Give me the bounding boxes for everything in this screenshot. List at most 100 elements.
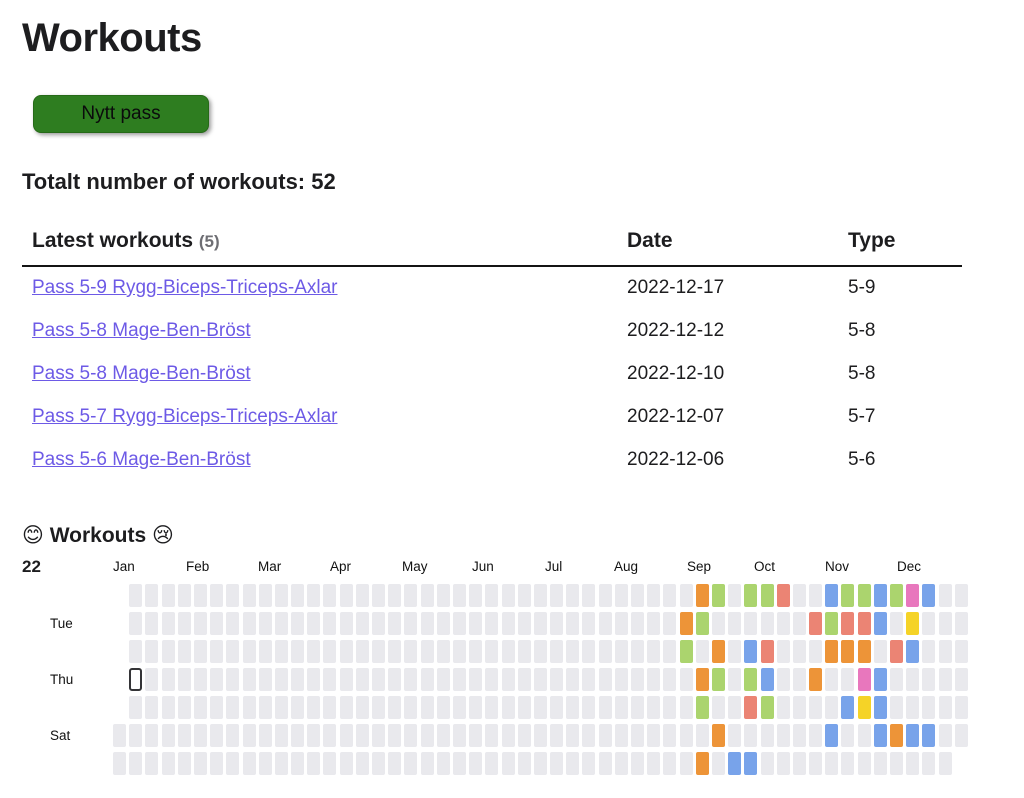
heatmap-cell-empty bbox=[372, 584, 385, 607]
heatmap-cell-empty bbox=[533, 584, 547, 607]
workout-link[interactable]: Pass 5-9 Rygg-Biceps-Triceps-Axlar bbox=[32, 277, 338, 298]
heatmap-cell-workout[interactable] bbox=[679, 612, 693, 635]
heatmap-cell-workout[interactable] bbox=[809, 668, 823, 691]
heatmap-cell-empty bbox=[938, 584, 952, 607]
heatmap-cell-workout[interactable] bbox=[711, 668, 725, 691]
heatmap-cell-workout[interactable] bbox=[711, 640, 725, 663]
heatmap-cell-empty bbox=[647, 724, 661, 747]
heatmap-cell-workout[interactable] bbox=[857, 612, 871, 635]
heatmap-cell-workout[interactable] bbox=[760, 696, 774, 719]
heatmap-cell-workout[interactable] bbox=[857, 696, 871, 719]
heatmap-cell-workout[interactable] bbox=[825, 612, 839, 635]
heatmap-cell-empty bbox=[679, 668, 693, 691]
heatmap-cell-workout[interactable] bbox=[922, 724, 936, 747]
heatmap-cell-empty bbox=[469, 724, 483, 747]
heatmap-cell-workout[interactable] bbox=[857, 640, 871, 663]
heatmap-cell-empty bbox=[193, 724, 207, 747]
heatmap-cell-workout[interactable] bbox=[873, 724, 887, 747]
heatmap-cell-empty bbox=[339, 752, 353, 775]
heatmap-cell-empty bbox=[679, 696, 693, 719]
heatmap-cell-empty bbox=[469, 752, 483, 775]
heatmap-cell-workout[interactable] bbox=[744, 640, 758, 663]
heatmap-cell-workout[interactable] bbox=[760, 668, 774, 691]
heatmap-cell-workout[interactable] bbox=[744, 752, 758, 775]
heatmap-cell-empty bbox=[679, 752, 693, 775]
heatmap-cell-workout[interactable] bbox=[744, 584, 758, 607]
heatmap-cell-empty bbox=[792, 640, 806, 663]
heatmap-cell-empty bbox=[857, 724, 871, 747]
heatmap-cell-empty bbox=[177, 724, 191, 747]
heatmap-cell-workout[interactable] bbox=[906, 640, 920, 663]
heatmap-cell-workout[interactable] bbox=[695, 752, 709, 775]
heatmap-cell-workout[interactable] bbox=[728, 752, 742, 775]
heatmap-cell-empty bbox=[129, 696, 143, 719]
heatmap-cell-empty bbox=[404, 668, 418, 691]
heatmap-cell-empty bbox=[614, 612, 628, 635]
heatmap-cell-workout[interactable] bbox=[760, 640, 774, 663]
heatmap-cell-empty bbox=[517, 584, 531, 607]
heatmap-cell-empty bbox=[307, 612, 321, 635]
heatmap-cell-workout[interactable] bbox=[841, 584, 855, 607]
heatmap-cell-workout[interactable] bbox=[890, 640, 903, 663]
heatmap-cell-workout[interactable] bbox=[906, 724, 920, 747]
new-workout-button[interactable]: Nytt pass bbox=[33, 95, 209, 133]
heatmap-cell-workout[interactable] bbox=[825, 724, 839, 747]
workout-link[interactable]: Pass 5-8 Mage-Ben-Bröst bbox=[32, 362, 251, 384]
heatmap-cell-workout[interactable] bbox=[825, 584, 839, 607]
heatmap-cell-workout[interactable] bbox=[890, 724, 903, 747]
heatmap-cell-workout[interactable] bbox=[873, 584, 887, 607]
heatmap-cell-workout[interactable] bbox=[873, 612, 887, 635]
heatmap-cell-empty bbox=[129, 612, 143, 635]
heatmap-cell-empty bbox=[355, 640, 369, 663]
heatmap-cell-empty bbox=[890, 752, 903, 775]
heatmap-cell-outlined[interactable] bbox=[129, 668, 143, 691]
heatmap-cell-empty bbox=[452, 584, 466, 607]
heatmap-cell-workout[interactable] bbox=[922, 584, 936, 607]
heatmap-month-label: Sep bbox=[687, 559, 712, 574]
workout-date: 2022-12-10 bbox=[627, 362, 725, 384]
heatmap-cell-workout[interactable] bbox=[679, 640, 693, 663]
heatmap-cell-workout[interactable] bbox=[857, 668, 871, 691]
heatmap-cell-workout[interactable] bbox=[906, 584, 920, 607]
heatmap-cell-workout[interactable] bbox=[841, 696, 855, 719]
heatmap-cell-empty bbox=[711, 612, 725, 635]
heatmap-cell-workout[interactable] bbox=[825, 640, 839, 663]
heatmap-cell-workout[interactable] bbox=[873, 696, 887, 719]
heatmap-cell-empty bbox=[792, 752, 806, 775]
heatmap-cell-workout[interactable] bbox=[857, 584, 871, 607]
heatmap-cell-workout[interactable] bbox=[776, 584, 790, 607]
heatmap-cell-workout[interactable] bbox=[809, 612, 823, 635]
heatmap-cell-empty bbox=[372, 696, 385, 719]
heatmap-cell-empty bbox=[938, 612, 952, 635]
heatmap-cell-empty bbox=[161, 612, 175, 635]
heatmap-cell-workout[interactable] bbox=[744, 696, 758, 719]
heatmap-cell-empty bbox=[307, 584, 321, 607]
heatmap-cell-empty bbox=[291, 640, 305, 663]
heatmap-cell-empty bbox=[582, 724, 596, 747]
workout-link[interactable]: Pass 5-8 Mage-Ben-Bröst bbox=[32, 319, 251, 341]
heatmap-cell-empty bbox=[177, 696, 191, 719]
heatmap-cell-workout[interactable] bbox=[711, 724, 725, 747]
heatmap-cell-workout[interactable] bbox=[906, 612, 920, 635]
heatmap-cell-workout[interactable] bbox=[760, 584, 774, 607]
heatmap-cell-empty bbox=[388, 696, 402, 719]
heatmap-cell-empty bbox=[566, 724, 580, 747]
heatmap-cell-workout[interactable] bbox=[695, 612, 709, 635]
heatmap-cell-workout[interactable] bbox=[695, 668, 709, 691]
heatmap-cell-workout[interactable] bbox=[841, 612, 855, 635]
heatmap-cell-workout[interactable] bbox=[873, 668, 887, 691]
heatmap-cell-empty bbox=[291, 584, 305, 607]
heatmap-cell-workout[interactable] bbox=[744, 668, 758, 691]
heatmap-cell-workout[interactable] bbox=[711, 584, 725, 607]
heatmap-cell-empty bbox=[517, 668, 531, 691]
heatmap-cell-workout[interactable] bbox=[695, 696, 709, 719]
heatmap-cell-empty bbox=[566, 640, 580, 663]
heatmap-cell-empty bbox=[922, 752, 936, 775]
heatmap-cell-empty bbox=[647, 584, 661, 607]
workout-link[interactable]: Pass 5-6 Mage-Ben-Bröst bbox=[32, 448, 251, 470]
heatmap-cell-workout[interactable] bbox=[890, 584, 903, 607]
heatmap-cell-workout[interactable] bbox=[695, 584, 709, 607]
heatmap-cell-workout[interactable] bbox=[841, 640, 855, 663]
heatmap-cell-empty bbox=[113, 724, 126, 747]
workout-link[interactable]: Pass 5-7 Rygg-Biceps-Triceps-Axlar bbox=[32, 405, 338, 427]
